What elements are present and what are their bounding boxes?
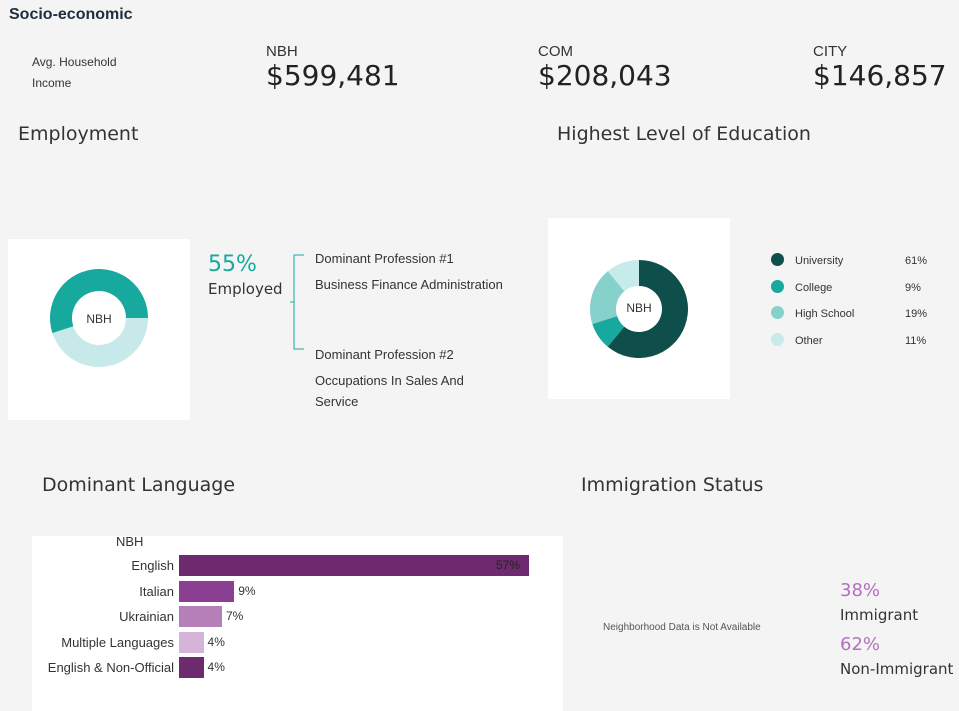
language-bar-label: English & Non-Official — [47, 660, 174, 675]
immigrant-percent: 38% — [840, 580, 881, 601]
legend-percent: 19% — [905, 308, 928, 320]
profession-2-value-line2: Service — [315, 394, 359, 409]
education-legend-item: University 61% — [770, 252, 940, 268]
legend-percent: 11% — [905, 334, 927, 347]
employment-arc-other — [52, 318, 148, 367]
education-title: Highest Level of Education — [557, 123, 811, 145]
non-immigrant-percent: 62% — [840, 634, 881, 655]
legend-swatch — [771, 253, 784, 266]
education-donut-chart: NBH — [590, 260, 688, 358]
city-income-value: $146,857 — [813, 59, 947, 92]
legend-percent: 61% — [905, 255, 928, 267]
employment-donut-card: NBH — [8, 239, 190, 420]
employment-donut-chart: NBH — [49, 268, 148, 367]
education-arc-university — [607, 260, 688, 358]
nbh-income-label: NBH — [266, 43, 298, 60]
language-bar — [179, 631, 204, 653]
legend-swatch — [771, 306, 784, 319]
language-bar-value: 7% — [225, 609, 244, 623]
language-bar-label: English — [131, 558, 174, 573]
nbh-income-stat: NBH $599,481 — [266, 44, 400, 92]
language-series-label: NBH — [116, 534, 144, 549]
nbh-income-value: $599,481 — [266, 59, 400, 92]
profession-2-value-line1: Occupations In Sales And — [315, 373, 464, 388]
education-arc-other — [607, 260, 639, 292]
legend-percent: 9% — [905, 281, 921, 294]
profession-1-heading: Dominant Profession #1 — [315, 251, 454, 266]
com-income-value: $208,043 — [538, 59, 672, 92]
employment-donut-label: NBH — [86, 312, 111, 326]
language-bar-value: 4% — [207, 634, 225, 649]
education-legend-item: High School 19% — [770, 305, 940, 321]
education-legend-item: College 9% — [770, 279, 940, 295]
legend-swatch — [771, 332, 784, 346]
language-bar — [179, 657, 204, 678]
legend-label: University — [795, 255, 844, 267]
com-income-stat: COM $208,043 — [538, 44, 672, 92]
education-donut-card: NBH — [548, 218, 730, 399]
language-bar — [179, 555, 529, 576]
education-arc-high-school — [590, 271, 625, 325]
language-chart-card: NBH English 57% Italian 9% Ukrainian 7% Multip… — [32, 534, 563, 711]
language-bar-value: 4% — [207, 660, 225, 674]
education-legend-item: Other 11% — [770, 332, 940, 348]
employment-title: Employment — [18, 123, 139, 145]
immigration-title: Immigration Status — [581, 474, 764, 496]
city-income-label: CITY — [813, 43, 848, 60]
language-bar — [179, 606, 222, 627]
legend-label: High School — [795, 308, 855, 320]
employed-percent: 55% — [208, 252, 257, 277]
city-income-stat: CITY $146,857 — [813, 44, 947, 92]
page-title: Socio-economic — [9, 6, 133, 23]
language-bar-label: Ukrainian — [119, 609, 174, 624]
education-donut-label: NBH — [626, 301, 651, 315]
language-bar-value: 9% — [238, 583, 256, 598]
education-arc-college — [592, 316, 625, 347]
language-bar-value: 57% — [496, 558, 521, 572]
immigrant-label: Immigrant — [840, 606, 919, 624]
language-bar-label: Italian — [139, 583, 174, 599]
com-income-label: COM — [538, 43, 573, 60]
legend-label: Other — [795, 334, 823, 347]
legend-swatch — [771, 279, 784, 293]
employed-label: Employed — [208, 280, 283, 298]
language-bar — [179, 580, 235, 602]
language-title: Dominant Language — [42, 474, 236, 496]
not-available-message: Neighborhood Data is Not Available — [603, 622, 761, 633]
language-bar-label: Multiple Languages — [61, 634, 174, 650]
profession-1-value: Business Finance Administration — [315, 277, 503, 292]
non-immigrant-label: Non-Immigrant — [840, 660, 954, 678]
profession-2-heading: Dominant Profession #2 — [315, 347, 454, 362]
income-label: Avg. Household Income — [32, 55, 117, 90]
employment-arc-employed — [49, 268, 148, 334]
legend-label: College — [795, 281, 833, 294]
profession-bracket — [290, 254, 304, 350]
